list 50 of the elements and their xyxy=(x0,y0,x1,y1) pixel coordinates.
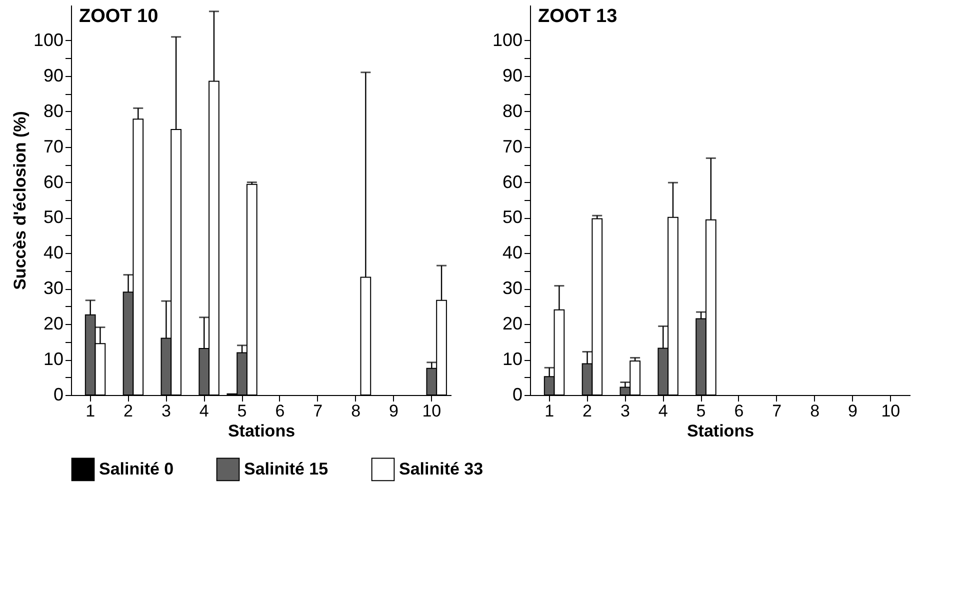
y-tick-label: 10 xyxy=(43,349,64,370)
chart-title: ZOOT 13 xyxy=(538,6,618,27)
x-tick-label: 7 xyxy=(313,402,323,420)
x-axis-title: Stations xyxy=(228,422,296,440)
y-tick-label: 100 xyxy=(492,30,522,50)
x-tick-label: 3 xyxy=(161,402,171,420)
x-tick-label: 8 xyxy=(351,402,361,420)
y-tick-label: 30 xyxy=(502,278,522,298)
chart-title: ZOOT 10 xyxy=(79,6,158,27)
y-tick-label: 60 xyxy=(43,172,64,192)
y-tick-label: 60 xyxy=(502,172,522,192)
x-tick-label: 1 xyxy=(544,402,554,420)
x-tick-label: 2 xyxy=(582,402,592,420)
legend-label: Salinité 0 xyxy=(99,459,174,478)
y-tick-label: 0 xyxy=(53,384,64,404)
y-tick-label: 70 xyxy=(502,136,522,156)
x-tick-label: 7 xyxy=(772,402,782,420)
y-tick-label: 100 xyxy=(33,30,64,50)
y-tick-label: 50 xyxy=(43,207,64,228)
y-tick-label: 90 xyxy=(43,65,64,86)
y-axis-title: Succès d'éclosion (%) xyxy=(10,111,30,290)
x-axis-title: Stations xyxy=(686,422,754,440)
legend-label: Salinité 33 xyxy=(399,459,484,478)
x-tick-label: 5 xyxy=(696,402,706,420)
y-tick-label: 90 xyxy=(502,65,522,86)
y-tick-label: 10 xyxy=(502,349,522,370)
y-tick-label: 20 xyxy=(502,314,522,334)
x-tick-label: 1 xyxy=(86,402,96,420)
x-tick-label: 6 xyxy=(275,402,285,420)
y-tick-label: 0 xyxy=(512,384,522,404)
x-tick-label: 5 xyxy=(237,402,247,420)
x-tick-label: 4 xyxy=(658,402,668,420)
y-tick-label: 40 xyxy=(43,242,64,263)
x-tick-label: 4 xyxy=(199,402,209,420)
y-tick-label: 40 xyxy=(502,242,522,263)
y-tick-label: 50 xyxy=(502,207,522,228)
y-tick-label: 80 xyxy=(502,100,522,121)
x-tick-label: 2 xyxy=(124,402,133,420)
x-tick-label: 3 xyxy=(620,402,630,420)
y-tick-label: 30 xyxy=(43,278,64,298)
x-tick-label: 10 xyxy=(881,402,900,420)
legend-label: Salinité 15 xyxy=(244,459,328,478)
x-tick-label: 9 xyxy=(389,402,398,420)
y-tick-label: 80 xyxy=(43,100,64,121)
x-tick-label: 9 xyxy=(848,402,858,420)
x-tick-label: 6 xyxy=(734,402,744,420)
x-tick-label: 10 xyxy=(422,402,442,420)
y-tick-label: 20 xyxy=(43,314,64,334)
y-tick-label: 70 xyxy=(43,136,64,156)
x-tick-label: 8 xyxy=(810,402,820,420)
